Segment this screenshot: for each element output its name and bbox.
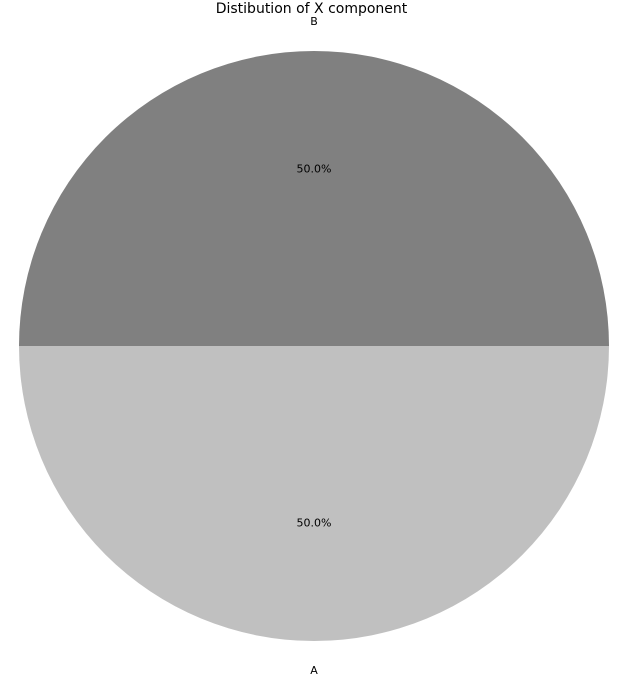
pie-pct-label-b: 50.0% bbox=[297, 163, 332, 176]
pie-slice-b bbox=[19, 51, 609, 346]
chart-title: Distibution of X component bbox=[215, 1, 408, 17]
pie-category-label-a: A bbox=[310, 664, 318, 677]
pie-slices bbox=[19, 51, 609, 641]
pie-slice-a bbox=[19, 346, 609, 641]
pie-labels: 50.0% A 50.0% B bbox=[297, 15, 332, 677]
pie-category-label-b: B bbox=[310, 15, 318, 28]
pie-pct-label-a: 50.0% bbox=[297, 517, 332, 530]
